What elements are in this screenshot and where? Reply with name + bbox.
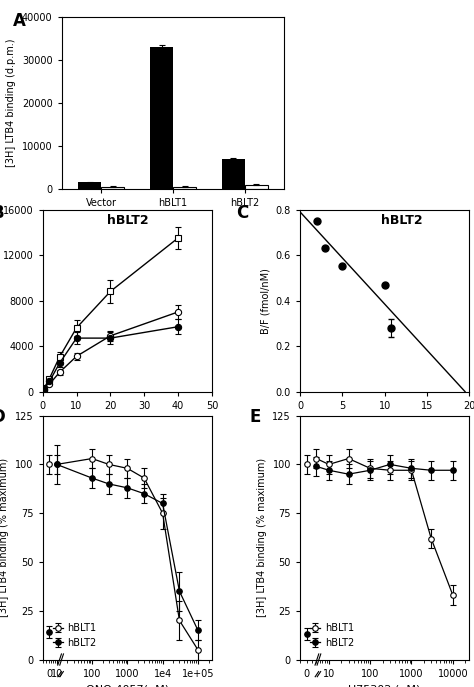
X-axis label: [3H] LTB4  (nM): [3H] LTB4 (nM) [84, 416, 171, 426]
Bar [245, 185, 268, 189]
Legend: hBLT1, hBLT2: hBLT1, hBLT2 [51, 621, 99, 650]
Bar [222, 159, 245, 189]
Text: hBLT2: hBLT2 [107, 214, 149, 227]
X-axis label: U75302 (nM): U75302 (nM) [348, 684, 421, 687]
Y-axis label: [3H] LTB4 binding (% maximum): [3H] LTB4 binding (% maximum) [257, 458, 267, 617]
Legend: hBLT1, hBLT2: hBLT1, hBLT2 [308, 621, 356, 650]
Y-axis label: B/F (fmol/nM): B/F (fmol/nM) [260, 268, 270, 333]
Text: 0: 0 [46, 669, 53, 679]
Bar [150, 47, 173, 189]
Text: B: B [0, 204, 4, 222]
Bar [101, 187, 124, 189]
Text: D: D [0, 408, 6, 427]
Text: C: C [236, 204, 248, 222]
X-axis label: Transfection: Transfection [134, 214, 212, 223]
Text: hBLT2: hBLT2 [381, 214, 423, 227]
Text: 0: 0 [304, 669, 310, 679]
Bar [173, 187, 196, 189]
X-axis label: ONO 4057(nM): ONO 4057(nM) [86, 684, 169, 687]
Text: E: E [249, 408, 261, 427]
X-axis label: Bound (fmol): Bound (fmol) [348, 416, 421, 426]
Y-axis label: [3H] LTB4 binding (d.p.m.): [3H] LTB4 binding (d.p.m.) [6, 38, 16, 168]
Y-axis label: [3H] LTB4 binding (% maximum): [3H] LTB4 binding (% maximum) [0, 458, 9, 617]
Text: A: A [13, 12, 26, 30]
Bar [78, 183, 101, 189]
